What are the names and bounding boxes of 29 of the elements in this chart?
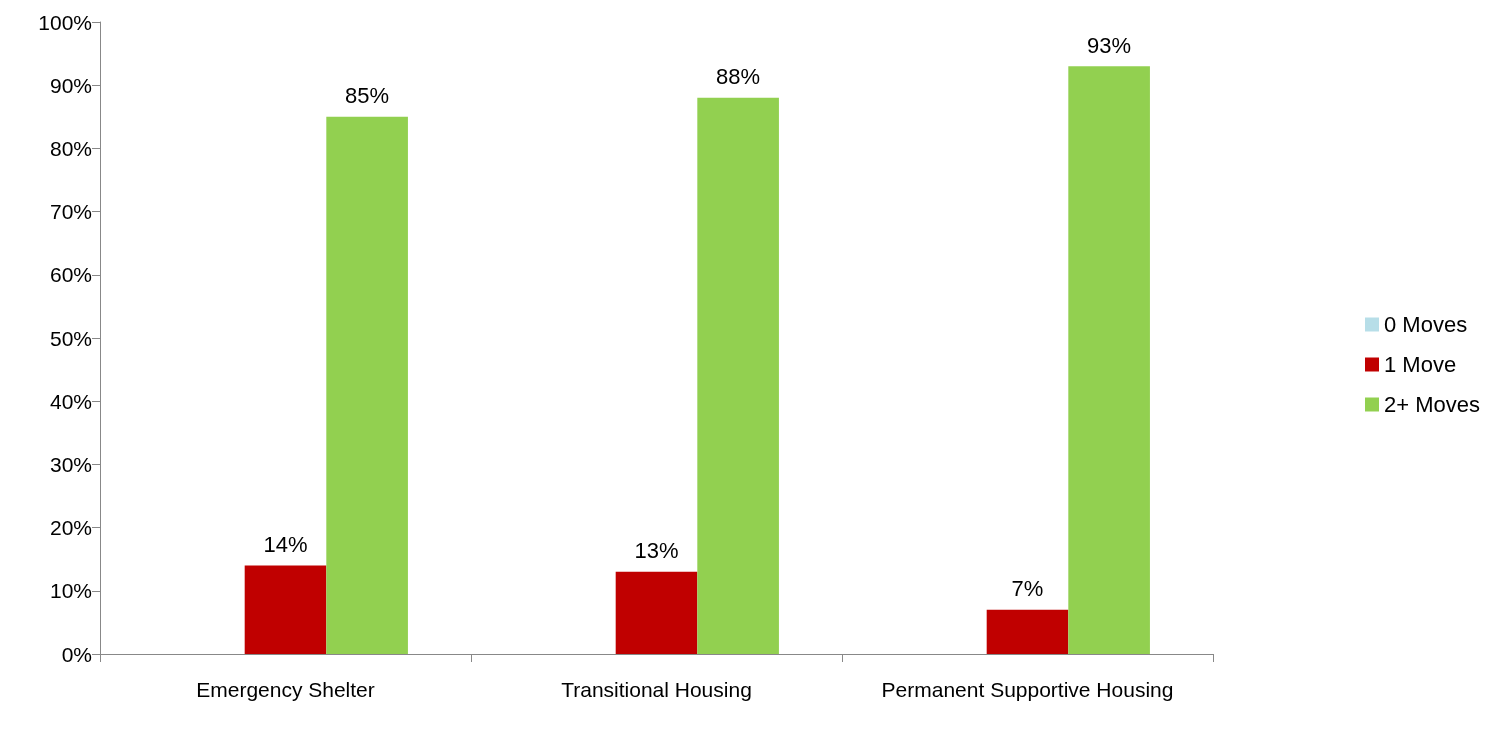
legend-label: 1 Move: [1384, 352, 1457, 377]
y-tick-label: 90%: [49, 73, 92, 97]
x-tick-label: Permanent Supportive Housing: [881, 677, 1174, 701]
data-label: 85%: [345, 83, 390, 109]
data-label: 93%: [1087, 32, 1132, 58]
data-label: 7%: [1011, 576, 1044, 602]
data-label: 88%: [716, 64, 761, 90]
bar: [1068, 66, 1150, 654]
bar: [244, 565, 327, 654]
bar: [697, 97, 779, 654]
bar: [326, 116, 408, 654]
x-tick-label: Emergency Shelter: [196, 677, 375, 701]
y-tick-label: 80%: [49, 136, 92, 160]
y-tick-label: 100%: [38, 10, 92, 34]
legend-label: 0 Moves: [1384, 312, 1468, 337]
bar: [615, 571, 698, 654]
y-tick-label: 0%: [61, 642, 92, 666]
y-tick-label: 70%: [49, 200, 92, 224]
legend-label: 2+ Moves: [1384, 392, 1481, 417]
x-tick-label: Transitional Housing: [561, 677, 752, 701]
y-tick-label: 20%: [49, 516, 92, 540]
y-tick-label: 60%: [49, 263, 92, 287]
data-label: 14%: [263, 532, 308, 558]
bar: [986, 609, 1069, 654]
y-tick-label: 30%: [49, 452, 92, 476]
y-tick-label: 50%: [49, 326, 92, 350]
y-tick-label: 40%: [49, 389, 92, 413]
data-label: 13%: [634, 538, 679, 564]
y-tick-label: 10%: [49, 579, 92, 603]
